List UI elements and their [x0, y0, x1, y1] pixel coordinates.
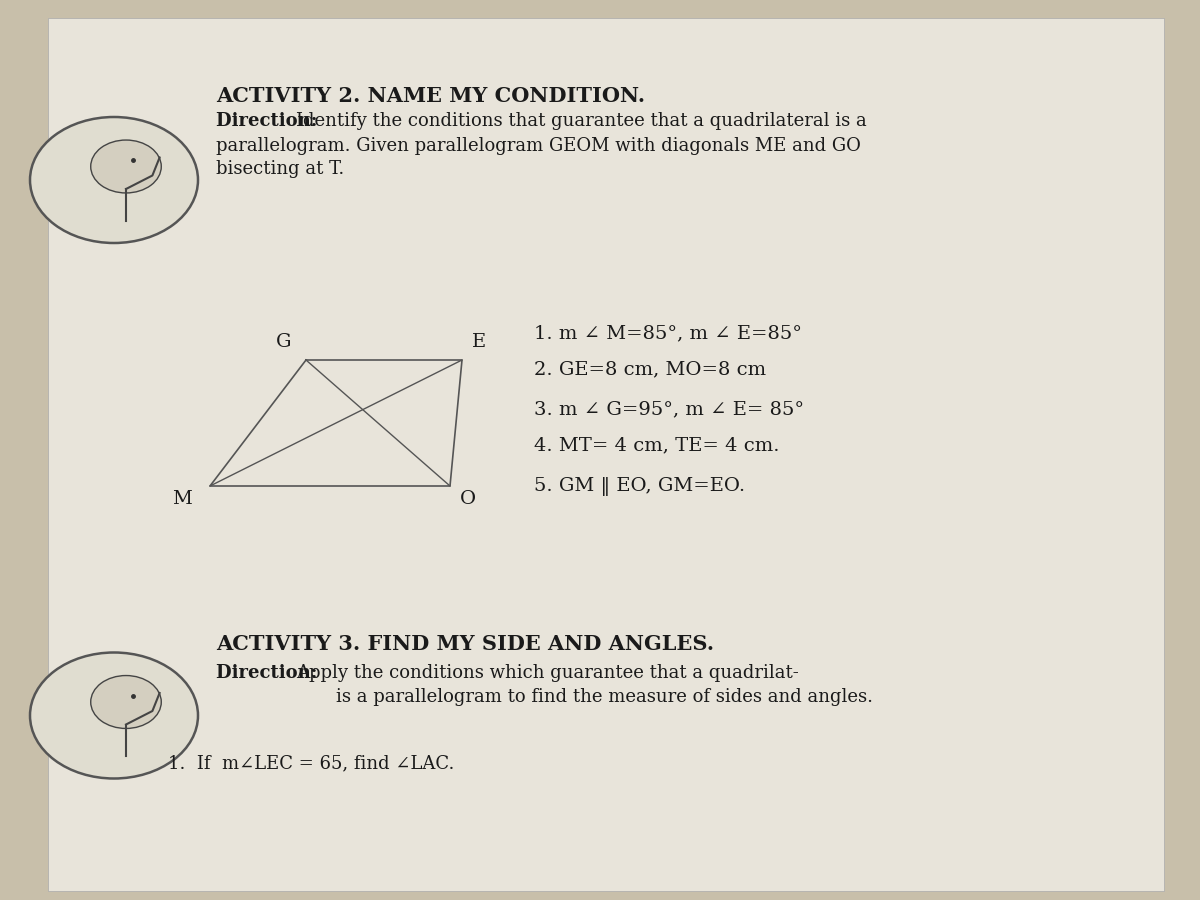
- Text: ACTIVITY 2. NAME MY CONDITION.: ACTIVITY 2. NAME MY CONDITION.: [216, 86, 646, 105]
- Text: bisecting at T.: bisecting at T.: [216, 160, 344, 178]
- Circle shape: [91, 676, 161, 728]
- FancyBboxPatch shape: [48, 18, 1164, 891]
- Text: 1. m ∠ M=85°, m ∠ E=85°: 1. m ∠ M=85°, m ∠ E=85°: [534, 324, 802, 342]
- Text: E: E: [472, 333, 486, 351]
- Text: is a parallelogram to find the measure of sides and angles.: is a parallelogram to find the measure o…: [336, 688, 874, 706]
- Text: G: G: [276, 333, 292, 351]
- Text: O: O: [460, 491, 475, 508]
- Text: Apply the conditions which guarantee that a quadrilat-: Apply the conditions which guarantee tha…: [296, 664, 799, 682]
- Text: 2. GE=8 cm, MO=8 cm: 2. GE=8 cm, MO=8 cm: [534, 360, 766, 378]
- Text: 4. MT= 4 cm, TE= 4 cm.: 4. MT= 4 cm, TE= 4 cm.: [534, 436, 780, 454]
- Text: 5. GM ‖ EO, GM=EO.: 5. GM ‖ EO, GM=EO.: [534, 477, 745, 496]
- Circle shape: [91, 140, 161, 193]
- Text: Direction:: Direction:: [216, 112, 324, 130]
- Text: 3. m ∠ G=95°, m ∠ E= 85°: 3. m ∠ G=95°, m ∠ E= 85°: [534, 400, 804, 418]
- Text: 1.  If  m∠LEC = 65, find ∠LAC.: 1. If m∠LEC = 65, find ∠LAC.: [168, 754, 455, 772]
- Text: Identify the conditions that guarantee that a quadrilateral is a: Identify the conditions that guarantee t…: [296, 112, 868, 130]
- Circle shape: [30, 652, 198, 778]
- Text: M: M: [172, 491, 192, 508]
- Circle shape: [30, 117, 198, 243]
- Text: Direction:: Direction:: [216, 664, 324, 682]
- Text: parallelogram. Given parallelogram GEOM with diagonals ME and GO: parallelogram. Given parallelogram GEOM …: [216, 137, 860, 155]
- Text: ACTIVITY 3. FIND MY SIDE AND ANGLES.: ACTIVITY 3. FIND MY SIDE AND ANGLES.: [216, 634, 714, 654]
